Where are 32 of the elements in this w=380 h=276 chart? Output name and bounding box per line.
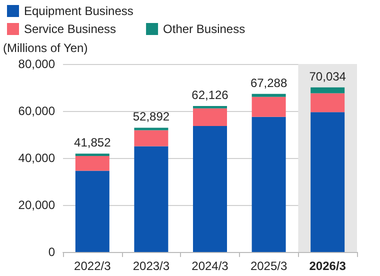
bar	[134, 130, 168, 146]
bar	[252, 96, 286, 117]
y-tick-label: 0	[48, 245, 56, 259]
bar	[252, 94, 286, 97]
x-tick-label: 2024/3	[192, 259, 229, 273]
x-tick-label: 2023/3	[132, 259, 170, 273]
legend-label: Other Business	[163, 22, 246, 36]
y-tick-label: 40,000	[18, 151, 56, 165]
legend-label: Equipment Business	[24, 4, 134, 18]
y-tick-label: 20,000	[18, 198, 56, 212]
x-tick-label: 2025/3	[250, 259, 288, 273]
bar	[134, 128, 168, 130]
total-label: 41,852	[74, 136, 112, 150]
bar	[310, 112, 345, 252]
bar	[193, 126, 227, 252]
legend-label: Service Business	[24, 22, 116, 36]
bar	[134, 146, 168, 252]
total-label: 67,288	[250, 76, 288, 90]
total-label: 52,892	[132, 110, 170, 124]
y-tick-label: 80,000	[18, 57, 56, 71]
bar	[193, 108, 227, 126]
y-axis-title: (Millions of Yen)	[3, 41, 88, 55]
y-tick-label: 60,000	[18, 104, 56, 118]
total-label: 62,126	[192, 88, 229, 102]
bar	[310, 87, 345, 94]
total-label: 70,034	[309, 69, 346, 84]
bar	[310, 93, 345, 112]
x-tick-label: 2022/3	[74, 259, 112, 273]
bar	[75, 156, 110, 171]
bar	[252, 116, 286, 252]
bar	[75, 170, 110, 252]
x-tick-label: 2026/3	[309, 259, 346, 273]
